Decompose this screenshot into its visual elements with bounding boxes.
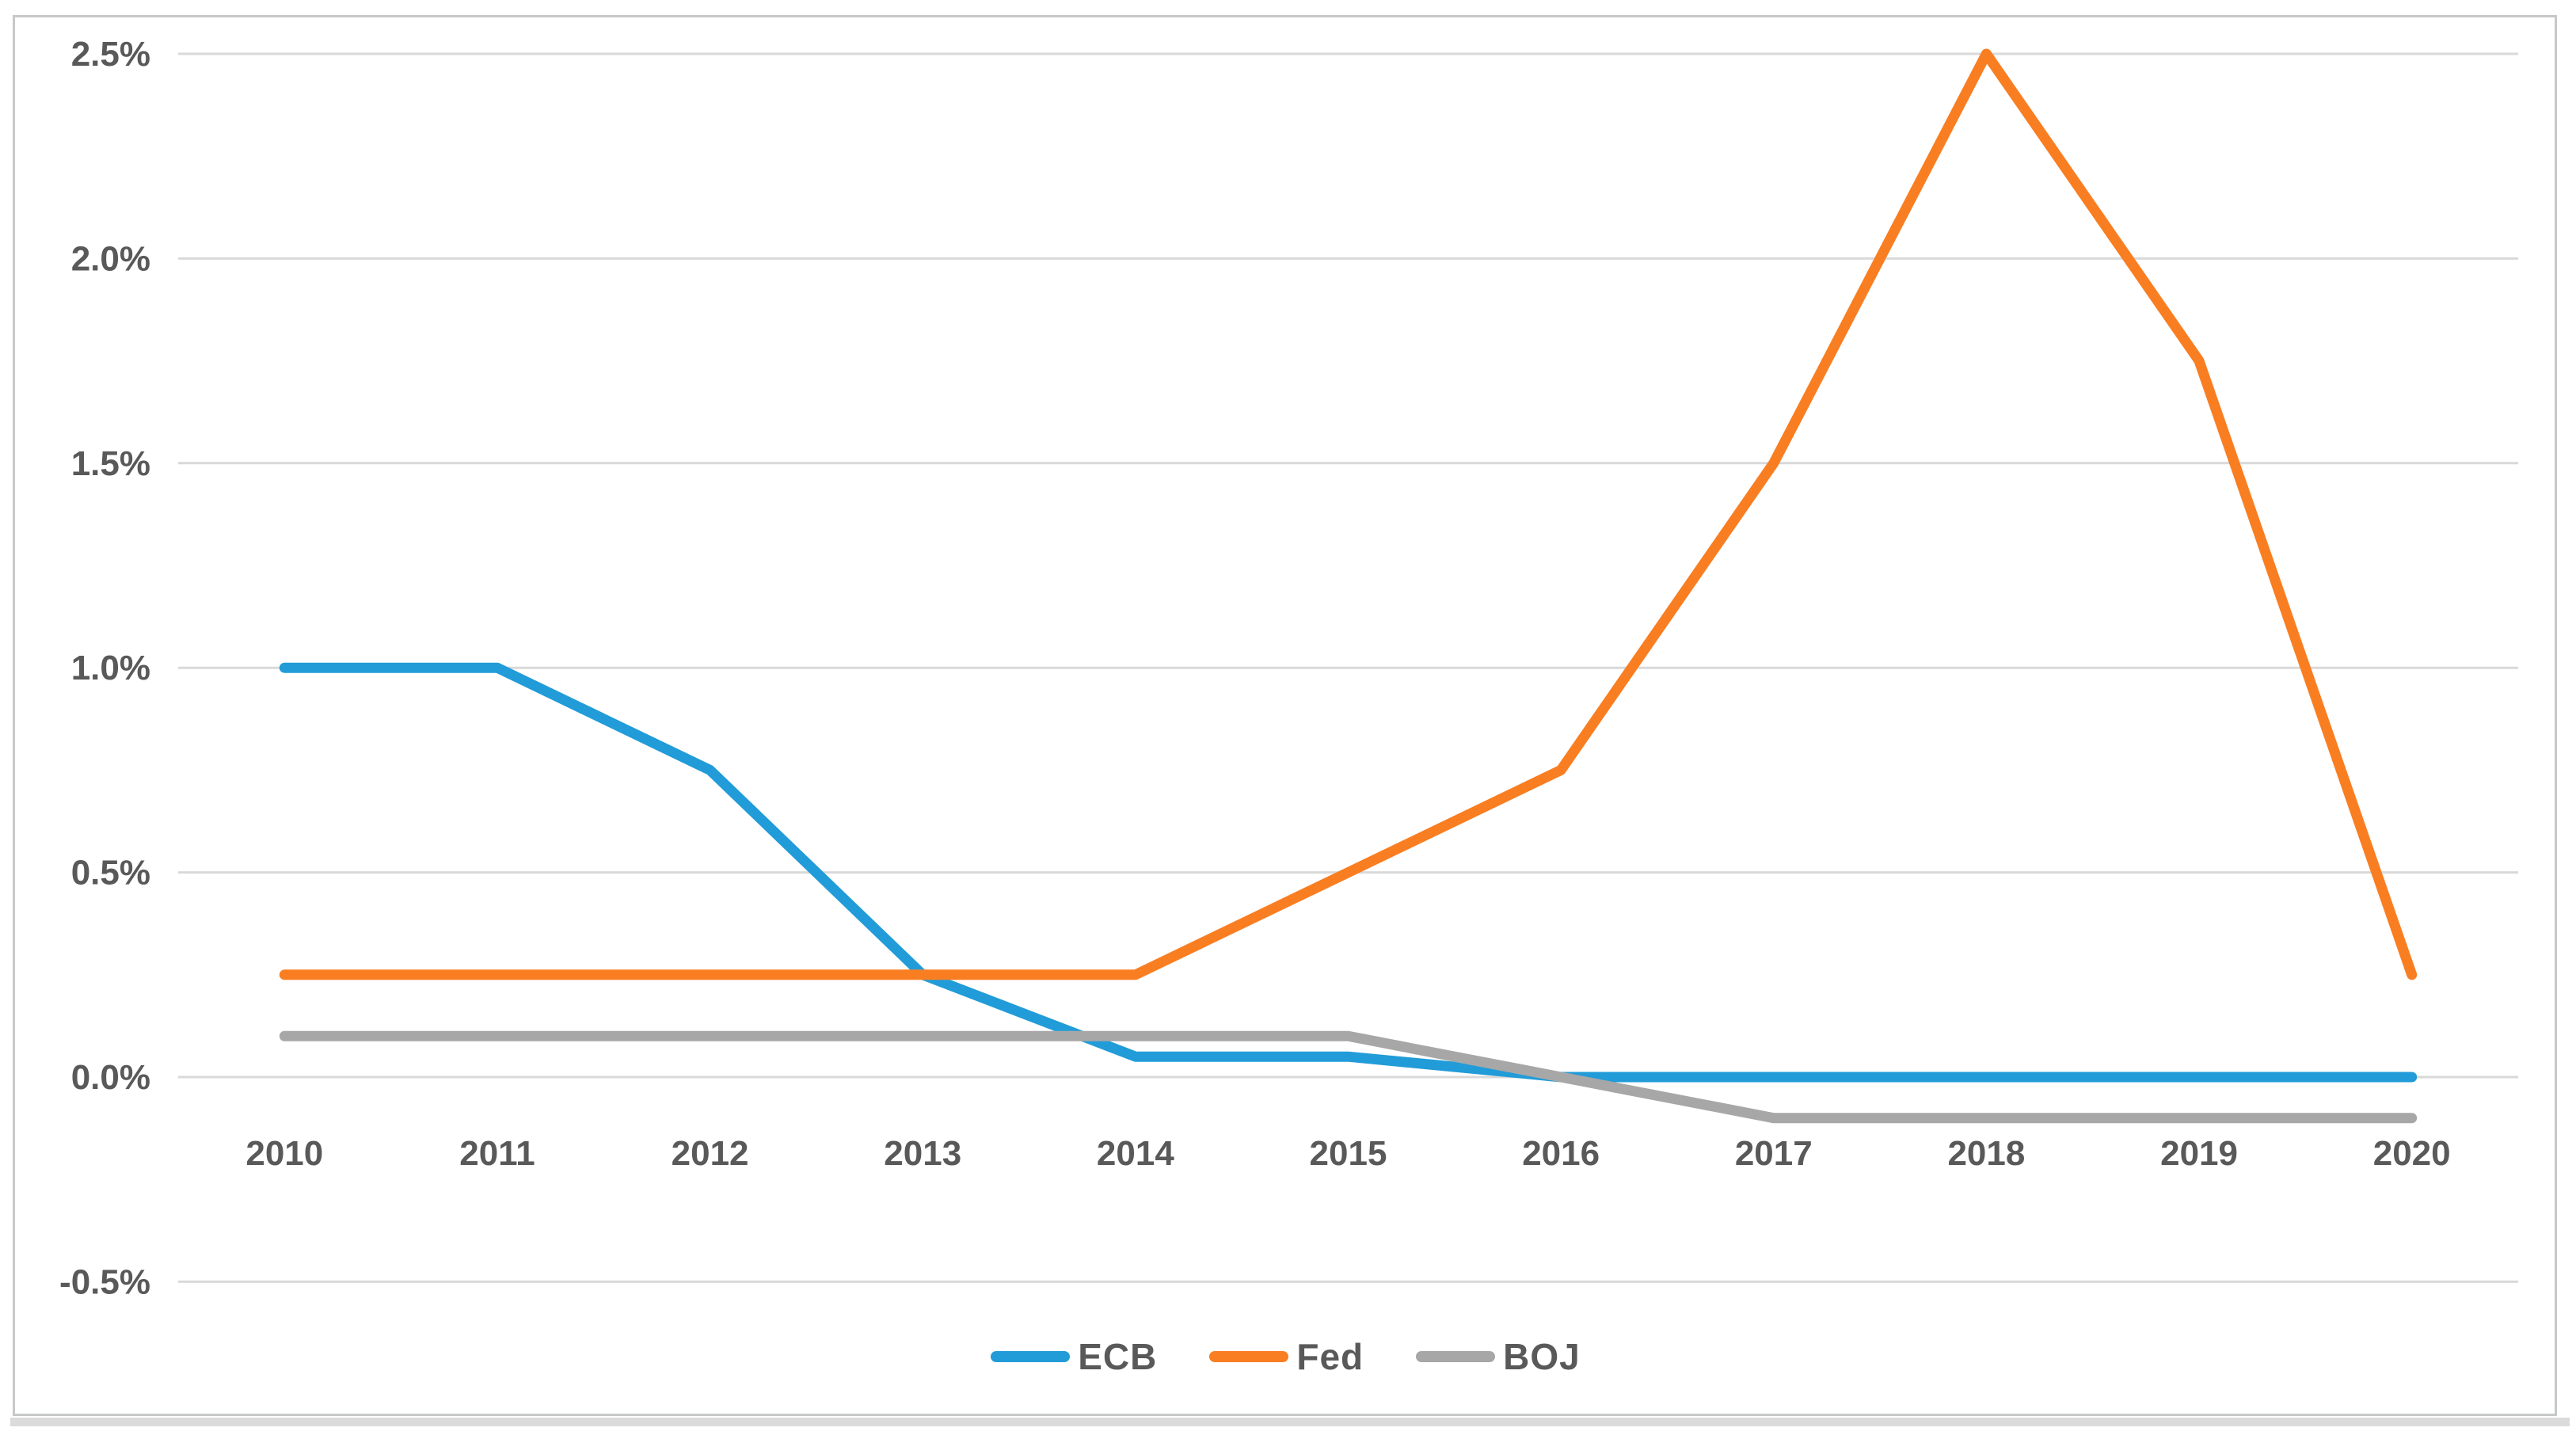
x-tick-label: 2017 [1735, 1134, 1813, 1173]
x-axis-labels: 2010 2011 2012 2013 2014 2015 2016 2017 2018 2019… [245, 1134, 2450, 1173]
y-tick-label: 2.5% [71, 35, 150, 74]
y-tick-label: -0.5% [59, 1262, 150, 1301]
x-tick-label: 2020 [2373, 1134, 2451, 1173]
y-tick-label: 0.5% [71, 854, 150, 893]
series-lines [279, 48, 2418, 1124]
x-tick-label: 2019 [2160, 1134, 2238, 1173]
chart-frame [13, 15, 2557, 1416]
x-tick-label: 2016 [1522, 1134, 1600, 1173]
series-line-fed [279, 48, 2418, 980]
y-tick-label: 1.5% [71, 444, 150, 483]
gridlines [178, 52, 2518, 1283]
x-tick-label: 2013 [884, 1134, 961, 1173]
y-tick-label: 1.0% [71, 649, 150, 687]
x-tick-label: 2018 [1947, 1134, 2025, 1173]
series-line-ecb [279, 662, 2418, 1083]
y-tick-label: 2.0% [71, 239, 150, 278]
bottom-edge-bar [10, 1418, 2570, 1426]
y-axis-labels: 2.5% 2.0% 1.5% 1.0% 0.5% 0.0% -0.5% [59, 35, 150, 1301]
x-tick-label: 2011 [459, 1134, 535, 1173]
x-tick-label: 2015 [1310, 1134, 1387, 1173]
x-tick-label: 2010 [245, 1134, 323, 1173]
y-tick-label: 0.0% [71, 1058, 150, 1097]
x-tick-label: 2012 [672, 1134, 749, 1173]
series-line-boj [279, 1030, 2418, 1124]
x-tick-label: 2014 [1097, 1134, 1174, 1173]
